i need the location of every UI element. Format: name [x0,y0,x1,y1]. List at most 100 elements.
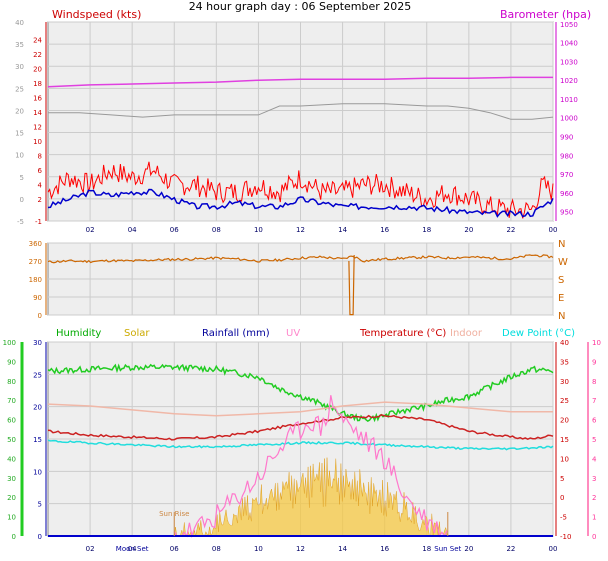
temp-legend: Humidity Solar Rainfall (mm) UV Temperature … [56,328,575,339]
humidity-tick: 60 [7,417,16,425]
uv-line [173,395,448,539]
humidity-tick: 100 [3,339,16,347]
legend-item: Rainfall (mm) [202,328,270,339]
wind-left-tick: 40 [15,19,24,27]
barometer-line [47,76,553,88]
temp-x-tick: 10 [254,545,263,553]
temp-x-tick: 18 [422,545,431,553]
uv-axis: 0 1 2 3 4 5 6 7 8 9 10 [587,339,601,541]
humidity-tick: 10 [7,514,16,522]
uv-tick: 1 [592,514,596,522]
annotation-label: Moon Set [116,545,149,553]
grey-line [48,103,554,120]
direction-grid [48,242,554,316]
wind-x-tick: 14 [338,226,347,234]
legend-item: Dew Point (°C) [502,328,575,339]
wind-x-tick: 04 [128,226,137,234]
uv-tick: 9 [592,358,596,366]
wind-x-tick: 20 [464,226,473,234]
indoor-line [47,401,553,417]
kts-tick: 6 [38,167,43,175]
wind-left-tick: 10 [15,152,24,160]
sun-moon-annotations: Moon Set Sun Rise Sun Set [116,510,462,553]
baro-tick: 1020 [560,77,578,85]
wind-left-tick: 5 [20,174,24,182]
uv-tick: 2 [592,494,596,502]
temperature-tick: 20 [560,417,569,425]
annotation-label: Sun Rise [159,510,189,518]
kts-tick: -1 [35,218,42,226]
kts-tick: 14 [33,109,42,117]
temperature-tick: 25 [560,397,569,405]
solar-tick: 25 [33,371,42,379]
direction-spike [348,254,355,316]
uv-tick: 3 [592,475,596,483]
legend-item: Solar [124,328,150,339]
temp-x-tick: 08 [212,545,221,553]
kts-tick: 18 [33,80,42,88]
humidity-tick: 0 [12,533,16,541]
baro-tick: 1040 [560,40,578,48]
humidity-tick: 80 [7,378,16,386]
solar-area [173,457,448,537]
baro-tick: 970 [560,171,573,179]
wind-x-tick: 08 [212,226,221,234]
compass-label: E [558,293,564,304]
baro-tick: 1050 [560,21,578,29]
solar-tick: 20 [33,404,42,412]
temp-series [47,363,554,539]
humidity-tick: 90 [7,358,16,366]
kts-tick: 10 [33,138,42,146]
temp-x-tick: 20 [464,545,473,553]
temperature-tick: 35 [560,358,569,366]
dir-tick: 180 [29,276,42,284]
wind-x-tick: 22 [506,226,515,234]
wind-left-tick: 35 [15,41,24,49]
wind-left-tick: 25 [15,85,24,93]
uv-tick: 8 [592,378,596,386]
wind-baro-right-axis: 950 960 970 980 990 1000 1010 1020 1030 1040 1050 [555,21,578,221]
solar-tick: 5 [38,501,42,509]
temp-x-tick: 02 [86,545,95,553]
temperature-axis: -10 -5 0 5 10 15 20 25 30 35 40 [555,339,571,541]
kts-tick: 20 [33,66,42,74]
legend-item: UV [286,328,300,339]
temperature-tick: 30 [560,378,569,386]
uv-tick: 7 [592,397,596,405]
wind-x-tick: 02 [86,226,95,234]
uv-tick: 10 [592,339,601,347]
windspeed-legend: Windspeed (kts) [52,8,141,21]
compass-label: N [558,239,565,250]
solar-tick: 0 [38,533,42,541]
kts-tick: 24 [33,37,42,45]
dir-tick: 90 [33,294,42,302]
solar-tick: 30 [33,339,42,347]
wind-left-tick: 20 [15,107,24,115]
temp-x-tick: 06 [170,545,179,553]
wind-baro-series [47,76,554,219]
temp-x-tick: 22 [506,545,515,553]
compass-label: W [558,257,568,268]
temp-x-tick: 16 [380,545,389,553]
wind-x-tick: 12 [296,226,305,234]
legend-item: Indoor [450,328,483,339]
kts-tick: 12 [33,124,42,132]
wind-x-tick: 10 [254,226,263,234]
baro-tick: 960 [560,190,573,198]
wind-x-tick: 18 [422,226,431,234]
legend-item: Temperature (°C) [359,328,446,339]
humidity-axis: 0 10 20 30 40 50 60 70 80 90 100 [3,339,24,541]
wind-baro-left-axis: -5 0 5 10 15 20 25 30 35 40 [15,19,24,226]
baro-tick: 950 [560,209,573,217]
baro-tick: 1010 [560,96,578,104]
temperature-tick: -5 [560,514,567,522]
uv-tick: 5 [592,436,596,444]
temp-x-tick: 14 [338,545,347,553]
wind-baro-grid [48,21,554,222]
dir-tick: 0 [38,312,42,320]
uv-tick: 0 [592,533,596,541]
direction-line [47,254,554,264]
temp-x-tick: 04 [128,545,137,553]
uv-tick: 4 [592,455,597,463]
